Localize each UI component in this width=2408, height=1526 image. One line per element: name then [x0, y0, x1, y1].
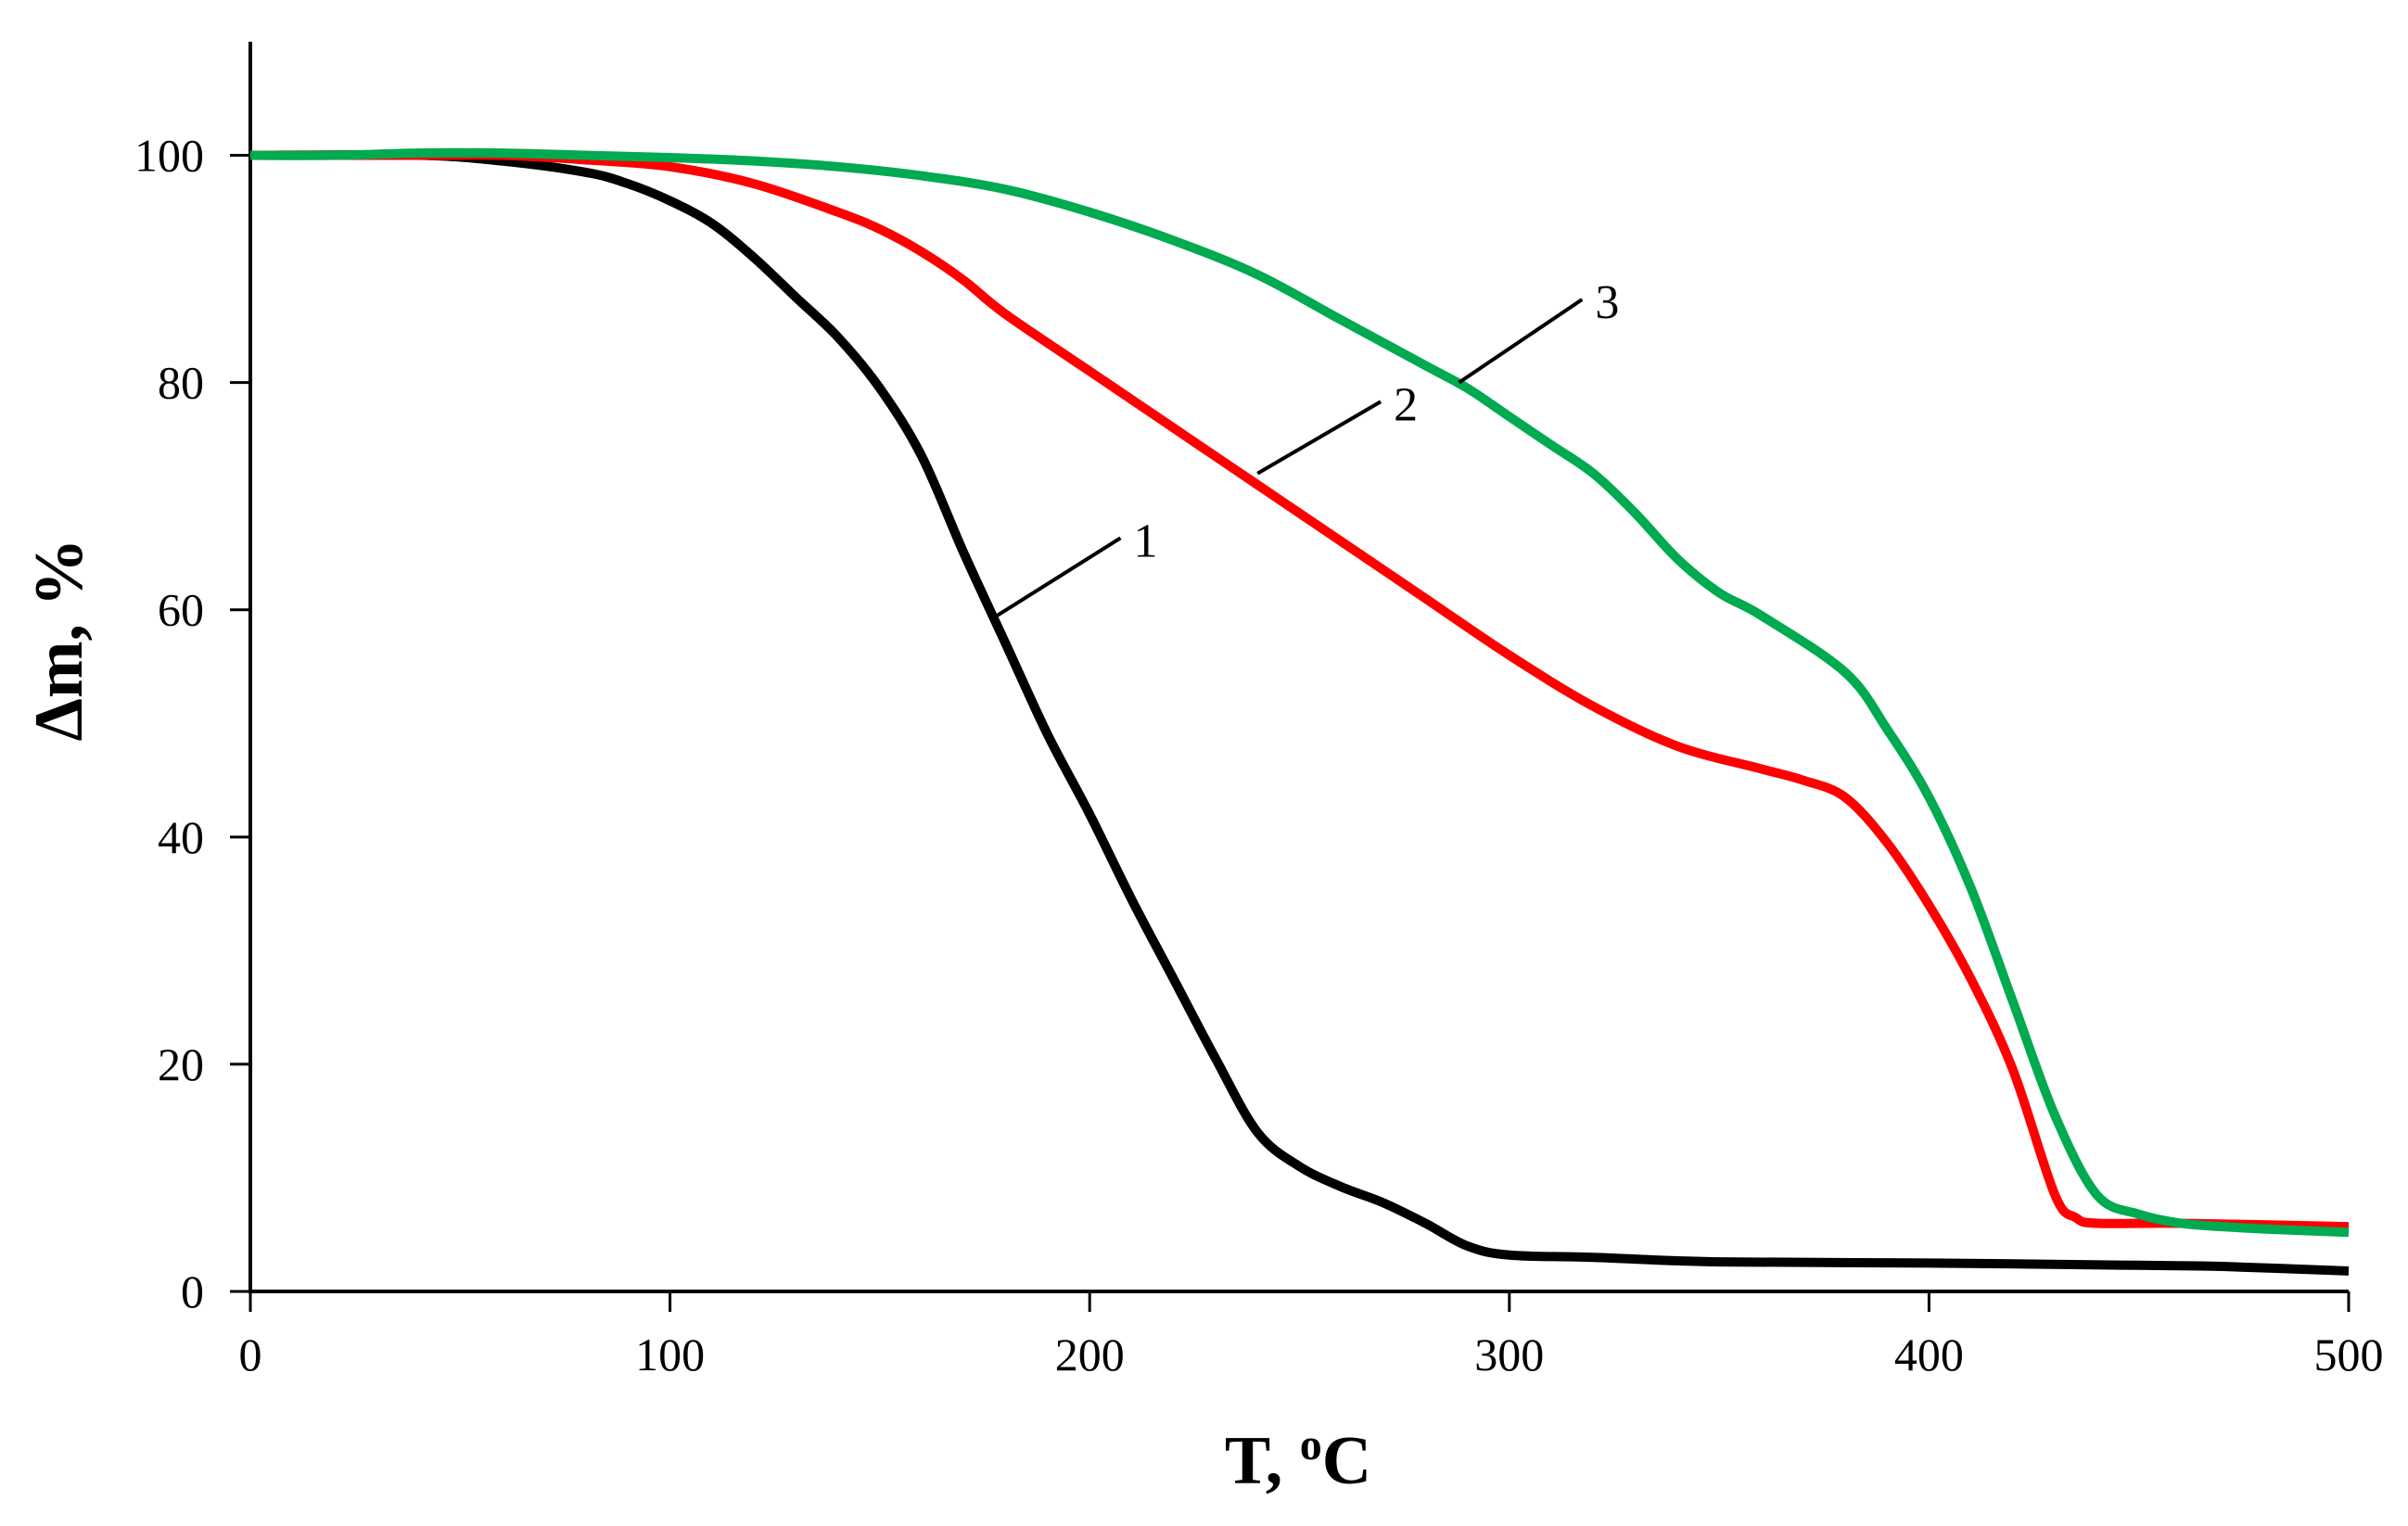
series-line-1	[249, 150, 2350, 1276]
series-line-3	[249, 147, 2350, 1238]
series-2-leader-line	[1256, 400, 1382, 476]
x-axis-title-main: T,	[1225, 1423, 1300, 1499]
y-tick-label: 20	[158, 1038, 204, 1090]
tick-labels: 0 100 200 300 400 500 0 20 40 60 80 100	[134, 130, 2384, 1380]
series-2-label: 2	[1394, 378, 1418, 431]
x-tick-label: 200	[1055, 1329, 1125, 1380]
x-axis-title-unit: C	[1322, 1423, 1371, 1499]
series-3-label: 3	[1595, 276, 1619, 329]
series-1-leader-line	[996, 536, 1122, 617]
series-line-2	[249, 150, 2350, 1232]
x-axis-title-degree: o	[1300, 1420, 1322, 1469]
y-tick-label: 0	[181, 1265, 204, 1317]
x-tick-label: 400	[1894, 1329, 1964, 1380]
axes	[248, 42, 2349, 1293]
y-tick-label: 40	[158, 811, 204, 863]
x-tick-label: 0	[239, 1329, 262, 1380]
series-3-leader-line	[1458, 298, 1584, 385]
series-lines	[249, 147, 2350, 1276]
x-tick-label: 100	[635, 1329, 705, 1380]
y-tick-label: 60	[158, 584, 204, 636]
tick-marks	[230, 154, 2351, 1312]
y-tick-label: 100	[134, 130, 204, 182]
x-tick-label: 300	[1474, 1329, 1544, 1380]
y-tick-label: 80	[158, 357, 204, 409]
series-annotations: 1 2 3	[996, 276, 1619, 617]
x-axis-title: T, oC	[1225, 1420, 1371, 1499]
y-axis-title: Δm, %	[21, 538, 97, 741]
x-tick-label: 500	[2314, 1329, 2384, 1380]
series-1-label: 1	[1133, 515, 1157, 567]
